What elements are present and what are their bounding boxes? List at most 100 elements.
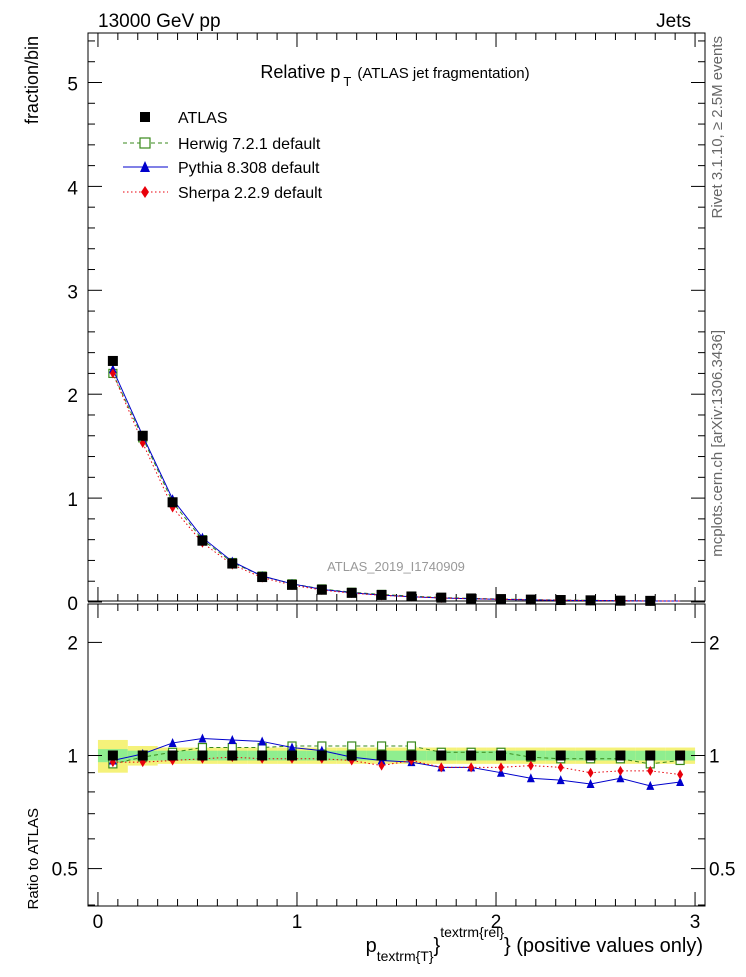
ratio-y-tick-label-right: 0.5 (709, 860, 735, 881)
data-point (257, 750, 268, 761)
x-axis-label: ptextrm{T}}textrm{rel}} (positive values… (366, 924, 703, 964)
legend-item: Sherpa 2.2.9 default (123, 185, 323, 202)
data-point (647, 765, 654, 776)
data-point (198, 733, 207, 743)
data-point (406, 750, 417, 761)
data-point (376, 589, 387, 600)
data-point (316, 750, 327, 761)
data-point (675, 750, 686, 761)
data-point (645, 750, 656, 761)
rivet-label: Rivet 3.1.10, ≥ 2.5M events (709, 36, 726, 219)
data-point (466, 593, 477, 604)
data-point (468, 762, 475, 773)
data-point (346, 750, 357, 761)
data-point (257, 572, 268, 583)
data-point (258, 736, 267, 746)
data-point (525, 750, 536, 761)
data-point (168, 737, 177, 747)
data-point (227, 742, 237, 753)
legend-label: Herwig 7.2.1 default (178, 136, 321, 153)
data-point (197, 535, 208, 546)
data-point (406, 591, 417, 602)
data-point (556, 775, 565, 785)
legend-label: ATLAS (178, 110, 228, 127)
ratio-y-axis-label: Ratio to ATLAS (25, 808, 42, 909)
x-tick-label: 1 (292, 912, 303, 933)
data-point (376, 750, 387, 761)
y-tick-label: 1 (67, 490, 78, 511)
data-point (227, 558, 238, 569)
data-point (197, 742, 208, 753)
data-point (376, 741, 387, 751)
y-tick-label: 4 (67, 178, 78, 199)
data-point (140, 112, 150, 122)
data-point (288, 742, 297, 752)
series-line (112, 756, 681, 776)
x-tick-labels: 0 1 2 3 (93, 912, 701, 933)
category-label: Jets (656, 11, 691, 32)
ratio-y-tick-labels: 0.5 0.5 1 1 2 2 (52, 633, 736, 880)
data-point (555, 595, 566, 606)
y-tick-label: 5 (67, 75, 78, 96)
data-point (495, 594, 506, 605)
legend-label: Pythia 8.308 default (178, 160, 320, 177)
data-point (346, 587, 357, 598)
data-point (436, 592, 447, 603)
data-point (141, 186, 149, 198)
data-point (197, 750, 208, 761)
ratio-y-tick-label-right: 2 (709, 633, 720, 654)
data-point (586, 778, 595, 788)
ratio-y-tick-label: 0.5 (52, 860, 78, 881)
data-point (585, 595, 596, 606)
series-line (112, 737, 681, 787)
data-point (287, 579, 298, 590)
data-point (585, 750, 596, 761)
x-tick-label: 3 (690, 912, 701, 933)
legend-item: ATLAS (140, 110, 228, 127)
data-point (228, 734, 237, 744)
x-tick-label: 0 (93, 912, 104, 933)
data-point (525, 594, 536, 605)
legend-item: Herwig 7.2.1 default (123, 136, 321, 153)
ratio-y-tick-label: 1 (67, 747, 78, 768)
plot-title: Relative p T (ATLAS jet fragmentation) (260, 62, 529, 89)
data-point (167, 750, 178, 761)
data-point (616, 773, 625, 783)
data-point (137, 750, 148, 761)
data-point (139, 137, 151, 149)
data-point (137, 430, 148, 441)
data-point (645, 595, 656, 606)
data-point (436, 750, 447, 761)
mcplots-label: mcplots.cern.ch [arXiv:1306.3436] (709, 330, 726, 557)
data-point (527, 760, 534, 771)
data-point (438, 762, 445, 773)
data-point (497, 762, 504, 773)
ratio-axis-ticks (88, 604, 705, 906)
data-point (495, 750, 506, 761)
legend-label: Sherpa 2.2.9 default (178, 185, 323, 202)
main-series-group (107, 355, 681, 606)
y-axis-label: fraction/bin (22, 36, 42, 124)
data-point (557, 762, 564, 773)
main-axis-ticks (88, 33, 705, 603)
data-point (617, 765, 624, 776)
data-point (107, 750, 118, 761)
data-point (587, 767, 594, 778)
y-tick-label: 3 (67, 282, 78, 303)
ratio-y-tick-label-right: 1 (709, 747, 720, 768)
data-point (227, 750, 238, 761)
series-atlas (107, 355, 656, 606)
data-point (466, 750, 477, 761)
ratio-plot: 0.5 0.5 1 1 2 2 Ratio to ATLAS 0 1 2 3 ptextrm{T… (25, 603, 736, 964)
data-point (615, 595, 626, 606)
main-y-tick-labels: 0 1 2 3 4 5 (67, 75, 78, 616)
data-point (347, 741, 357, 751)
y-tick-label: 0 (67, 594, 78, 615)
energy-label: 13000 GeV pp (98, 11, 221, 32)
data-point (167, 497, 178, 508)
data-point (378, 760, 385, 771)
y-tick-label: 2 (67, 386, 78, 407)
series-atlas (107, 750, 686, 761)
